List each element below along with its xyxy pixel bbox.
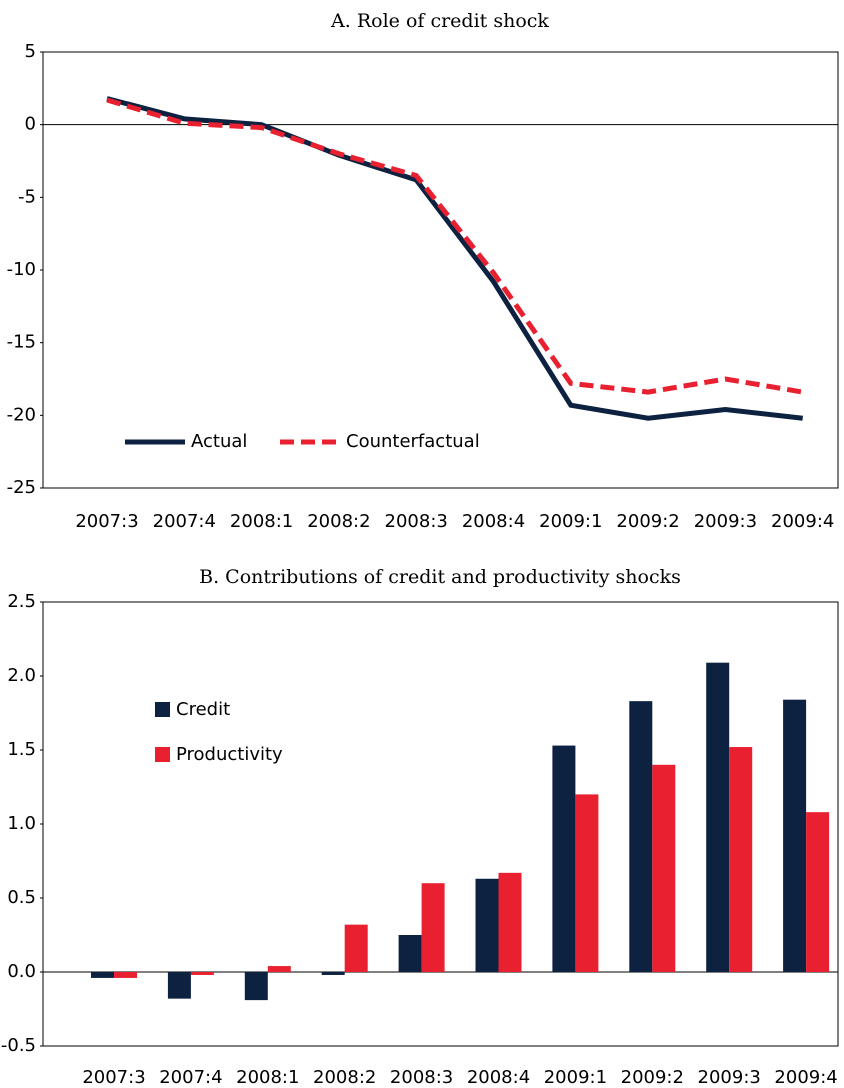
chart-title: B. Contributions of credit and productiv…	[199, 566, 681, 588]
bar	[783, 699, 807, 972]
bar	[321, 972, 345, 975]
legend-label: Actual	[191, 431, 247, 452]
y-tick-label: -10	[7, 259, 36, 280]
plot-frame	[42, 51, 839, 489]
legend-label: Credit	[176, 699, 230, 720]
x-tick-label: 2008:2	[307, 511, 370, 532]
bar	[475, 878, 499, 972]
bar	[190, 972, 214, 975]
legend-label: Counterfactual	[346, 431, 480, 452]
x-tick-label: 2007:3	[82, 1067, 145, 1088]
bar	[114, 972, 137, 978]
x-tick-label: 2008:4	[462, 511, 525, 532]
bar	[267, 966, 291, 972]
legend-swatch	[155, 747, 170, 762]
y-tick-label: 1.5	[7, 739, 36, 760]
bar	[706, 662, 730, 972]
x-tick-label: 2009:4	[771, 511, 834, 532]
y-tick-label: 5	[25, 41, 36, 62]
y-tick-label: 0.5	[7, 887, 36, 908]
x-tick-label: 2008:2	[313, 1067, 376, 1088]
y-tick-label: 2.0	[7, 665, 36, 686]
x-tick-label: 2009:4	[774, 1067, 837, 1088]
bar	[552, 745, 576, 972]
bar	[806, 812, 830, 972]
bar	[398, 935, 422, 972]
bar	[652, 764, 676, 972]
y-tick-label: -25	[7, 477, 36, 498]
legend-label: Productivity	[176, 744, 283, 765]
chart-title: A. Role of credit shock	[330, 10, 549, 32]
x-tick-label: 2009:3	[694, 511, 757, 532]
y-tick-label: -15	[7, 332, 36, 353]
x-tick-label: 2008:3	[385, 511, 448, 532]
line-series	[106, 97, 804, 395]
y-tick-label: -20	[7, 404, 36, 425]
x-tick-label: 2007:4	[159, 1067, 222, 1088]
x-tick-label: 2008:3	[390, 1067, 453, 1088]
legend-swatch	[155, 702, 170, 717]
bar	[344, 924, 368, 972]
y-tick-label: 2.5	[7, 591, 36, 612]
y-tick-label: -5	[18, 186, 36, 207]
y-tick-label: 1.0	[7, 813, 36, 834]
x-tick-label: 2007:4	[153, 511, 216, 532]
bar	[167, 972, 191, 999]
bar	[629, 701, 653, 972]
x-tick-label: 2009:3	[698, 1067, 761, 1088]
bar	[421, 883, 445, 972]
x-tick-label: 2008:1	[230, 511, 293, 532]
y-tick-label: 0.0	[7, 961, 36, 982]
x-tick-label: 2009:1	[539, 511, 602, 532]
bar	[244, 972, 268, 1001]
x-tick-label: 2008:1	[236, 1067, 299, 1088]
bar	[91, 972, 114, 978]
x-tick-label: 2009:1	[544, 1067, 607, 1088]
y-tick-label: 0	[25, 114, 36, 135]
x-tick-label: 2008:4	[467, 1067, 530, 1088]
bar	[498, 872, 522, 972]
bar	[575, 794, 599, 972]
x-tick-label: 2009:2	[621, 1067, 684, 1088]
y-tick-label: -0.5	[1, 1035, 36, 1056]
x-tick-label: 2009:2	[616, 511, 679, 532]
x-tick-label: 2007:3	[75, 511, 138, 532]
line-series	[106, 96, 803, 421]
bar	[729, 747, 753, 972]
